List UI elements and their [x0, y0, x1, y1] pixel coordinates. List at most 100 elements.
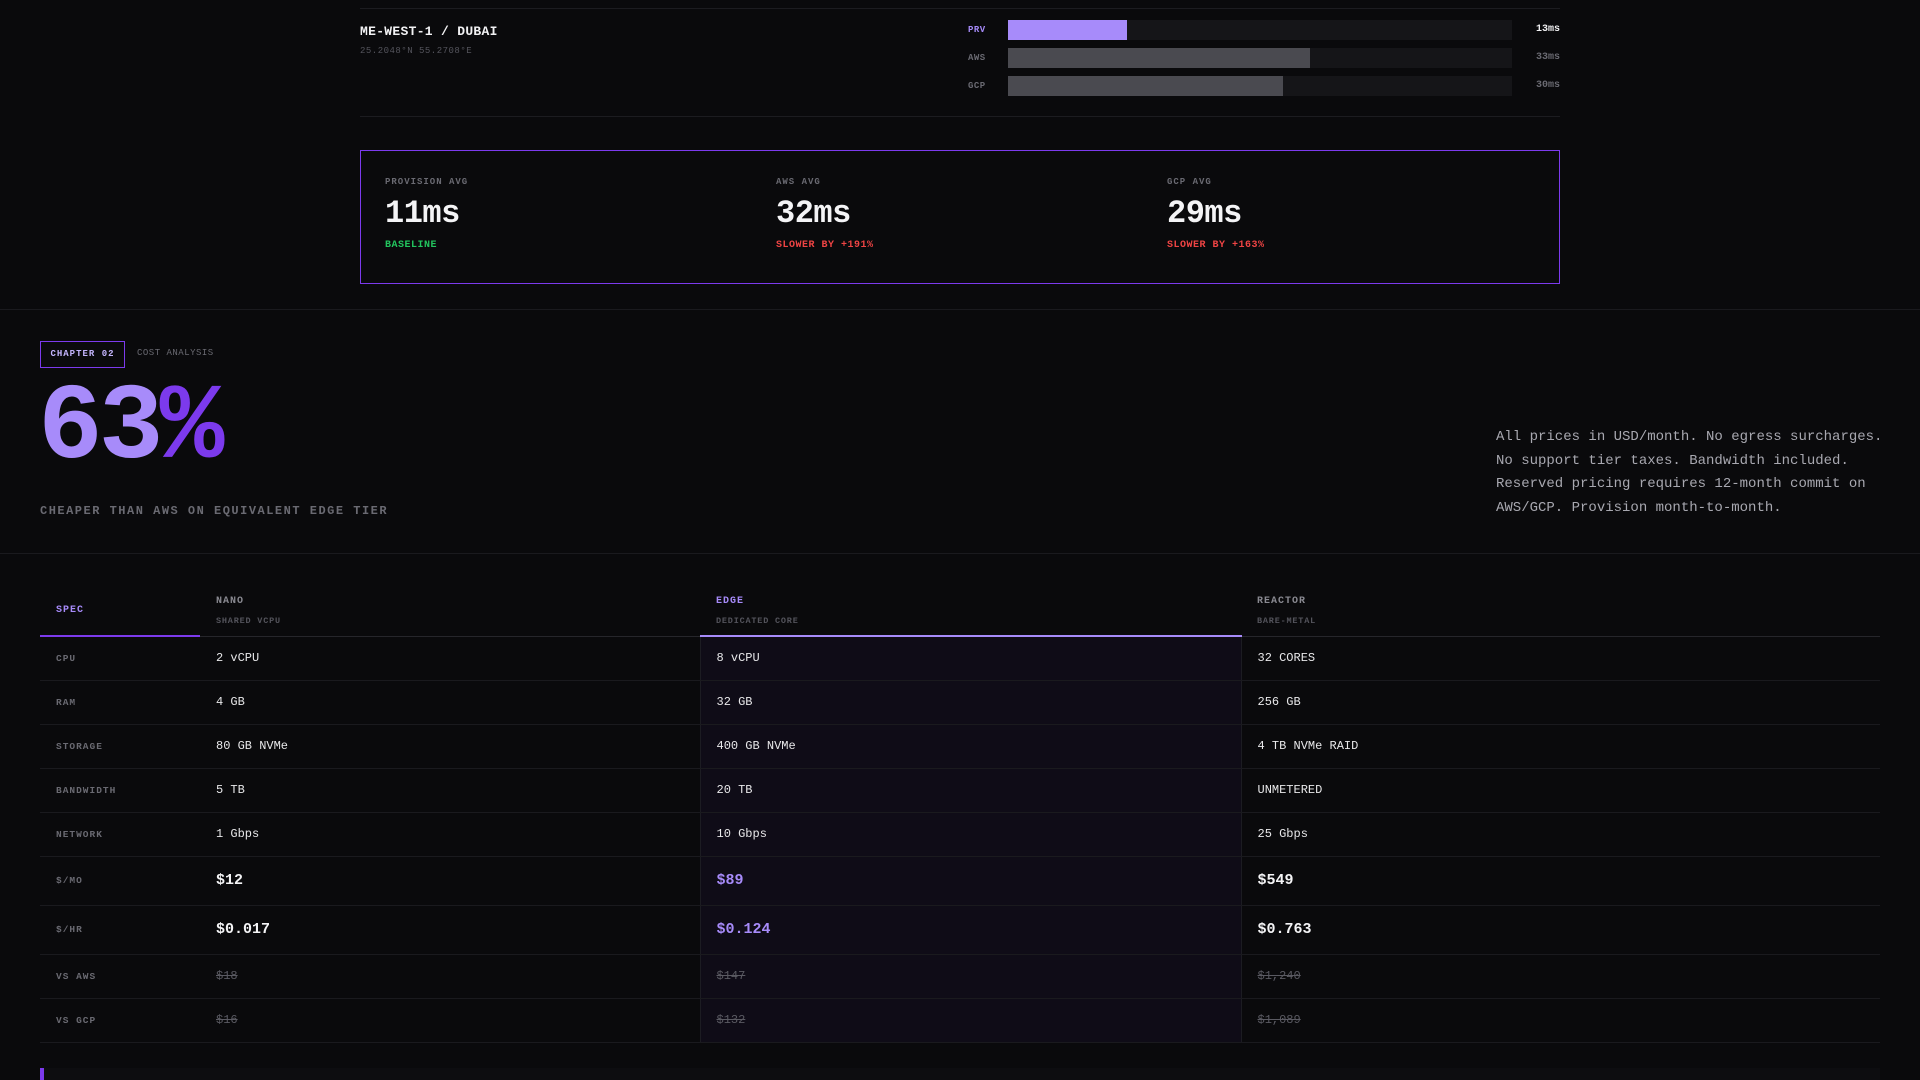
- latency-bar-aws: AWS 33ms: [968, 48, 1560, 68]
- next-section-strip: [44, 1068, 1880, 1080]
- latency-bar-label: AWS: [968, 53, 986, 63]
- latency-bar-track: [1008, 20, 1512, 40]
- spec-name: BANDWIDTH: [40, 768, 200, 813]
- price-value: $89: [699, 856, 1242, 906]
- avg-note: SLOWER BY +191%: [776, 240, 874, 251]
- pricing-comparison-table: SPEC NANO SHARED VCPU EDGE DEDICATED CORE …: [40, 582, 1880, 1043]
- savings-number: 63: [38, 368, 164, 490]
- table-row-competitor: VS GCP $16 $132 $1,089: [40, 998, 1880, 1043]
- latency-bar-value: 13ms: [1535, 24, 1560, 35]
- spec-name: STORAGE: [40, 724, 200, 769]
- cell-value: 10 Gbps: [699, 812, 1242, 857]
- table-row-price: $/MO $12 $89 $549: [40, 856, 1880, 906]
- savings-caption: CHEAPER THAN AWS ON EQUIVALENT EDGE TIER: [40, 504, 389, 518]
- latency-bar-prv: PRV 13ms: [968, 20, 1560, 40]
- latency-bar-label: PRV: [968, 25, 986, 35]
- savings-stat: 63%: [38, 375, 224, 483]
- price-value: $0.763: [1241, 905, 1880, 955]
- latency-averages-panel: PROVISION AVG 11ms BASELINE AWS AVG 32ms…: [360, 150, 1560, 284]
- cell-value: 32 CORES: [1241, 636, 1880, 681]
- region-latency-row: ME-WEST-1 / DUBAI 25.2048°N 55.2708°E PR…: [360, 8, 1560, 117]
- competitor-price: $16: [200, 998, 700, 1043]
- table-row: NETWORK 1 Gbps 10 Gbps 25 Gbps: [40, 812, 1880, 857]
- latency-bar-track: [1008, 76, 1512, 96]
- competitor-price: $147: [699, 954, 1242, 999]
- latency-bar-fill: [1008, 76, 1283, 96]
- savings-percent-sign: %: [159, 368, 225, 490]
- competitor-price: $1,240: [1241, 954, 1880, 999]
- spec-name: VS GCP: [40, 998, 200, 1043]
- table-row: RAM 4 GB 32 GB 256 GB: [40, 680, 1880, 725]
- price-value: $0.017: [200, 905, 700, 955]
- price-value: $549: [1241, 856, 1880, 906]
- tier-subtitle: SHARED VCPU: [216, 615, 281, 626]
- latency-bar-label: GCP: [968, 81, 986, 91]
- latency-bar-fill: [1008, 20, 1128, 40]
- cell-value: 25 Gbps: [1241, 812, 1880, 857]
- cell-value: 80 GB NVMe: [200, 724, 700, 769]
- price-value: $0.124: [699, 905, 1242, 955]
- avg-value: 32ms: [776, 195, 851, 232]
- avg-note: BASELINE: [385, 240, 438, 251]
- table-row-competitor: VS AWS $18 $147 $1,240: [40, 954, 1880, 999]
- tier-name: REACTOR: [1257, 595, 1307, 607]
- latency-bar-fill: [1008, 48, 1311, 68]
- avg-value: 11ms: [385, 195, 460, 232]
- tier-subtitle: BARE-METAL: [1257, 615, 1317, 626]
- avg-label: GCP AVG: [1167, 177, 1212, 187]
- latency-bar-value: 30ms: [1535, 80, 1560, 91]
- cell-value: 2 vCPU: [200, 636, 700, 681]
- table-row: STORAGE 80 GB NVMe 400 GB NVMe 4 TB NVMe…: [40, 724, 1880, 769]
- table-row: CPU 2 vCPU 8 vCPU 32 CORES: [40, 636, 1880, 681]
- avg-label: AWS AVG: [776, 177, 821, 187]
- spec-name: RAM: [40, 680, 200, 725]
- region-coords: 25.2048°N 55.2708°E: [360, 46, 473, 56]
- tier-subtitle: DEDICATED CORE: [716, 615, 799, 626]
- spec-name: $/MO: [40, 856, 200, 906]
- cell-value: 8 vCPU: [699, 636, 1242, 681]
- competitor-price: $18: [200, 954, 700, 999]
- cell-value: 256 GB: [1241, 680, 1880, 725]
- price-value: $12: [200, 856, 700, 906]
- region-name: ME-WEST-1 / DUBAI: [360, 24, 498, 39]
- top-divider: [360, 8, 1560, 9]
- avg-value: 29ms: [1167, 195, 1242, 232]
- cell-value: 400 GB NVMe: [699, 724, 1242, 769]
- section-divider: [0, 309, 1920, 310]
- chapter-subtitle: COST ANALYSIS: [137, 348, 214, 358]
- tier-name: NANO: [216, 595, 245, 607]
- pricing-note: All prices in USD/month. No egress surch…: [1496, 429, 1883, 516]
- table-row-price: $/HR $0.017 $0.124 $0.763: [40, 905, 1880, 955]
- spec-name: NETWORK: [40, 812, 200, 857]
- avg-note: SLOWER BY +163%: [1167, 240, 1265, 251]
- cell-value: 4 TB NVMe RAID: [1241, 724, 1880, 769]
- cell-value: 4 GB: [200, 680, 700, 725]
- chapter-tag: CHAPTER 02: [40, 341, 125, 368]
- competitor-price: $1,089: [1241, 998, 1880, 1043]
- tier-name: EDGE: [716, 595, 745, 607]
- avg-label: PROVISION AVG: [385, 177, 469, 187]
- spec-name: $/HR: [40, 905, 200, 955]
- tier-header-reactor: REACTOR BARE-METAL: [1241, 582, 1880, 637]
- table-row: BANDWIDTH 5 TB 20 TB UNMETERED: [40, 768, 1880, 813]
- avg-aws: AWS AVG 32ms SLOWER BY +191%: [752, 151, 1143, 283]
- cell-value: 32 GB: [699, 680, 1242, 725]
- latency-bar-value: 33ms: [1535, 52, 1560, 63]
- avg-provision: PROVISION AVG 11ms BASELINE: [361, 151, 752, 283]
- spec-name: CPU: [40, 636, 200, 681]
- spec-column-header: SPEC: [40, 582, 200, 637]
- latency-bar-gcp: GCP 30ms: [968, 76, 1560, 96]
- section-divider: [0, 553, 1920, 554]
- spec-name: VS AWS: [40, 954, 200, 999]
- next-section-accent: [40, 1068, 44, 1080]
- avg-gcp: GCP AVG 29ms SLOWER BY +163%: [1143, 151, 1534, 283]
- cell-value: 5 TB: [200, 768, 700, 813]
- cell-value: 20 TB: [699, 768, 1242, 813]
- cell-value: 1 Gbps: [200, 812, 700, 857]
- tier-header-edge: EDGE DEDICATED CORE: [700, 582, 1241, 637]
- tier-header-nano: NANO SHARED VCPU: [200, 582, 700, 637]
- cell-value: UNMETERED: [1241, 768, 1880, 813]
- latency-bar-track: [1008, 48, 1512, 68]
- competitor-price: $132: [699, 998, 1242, 1043]
- table-header-row: SPEC NANO SHARED VCPU EDGE DEDICATED CORE …: [40, 582, 1880, 637]
